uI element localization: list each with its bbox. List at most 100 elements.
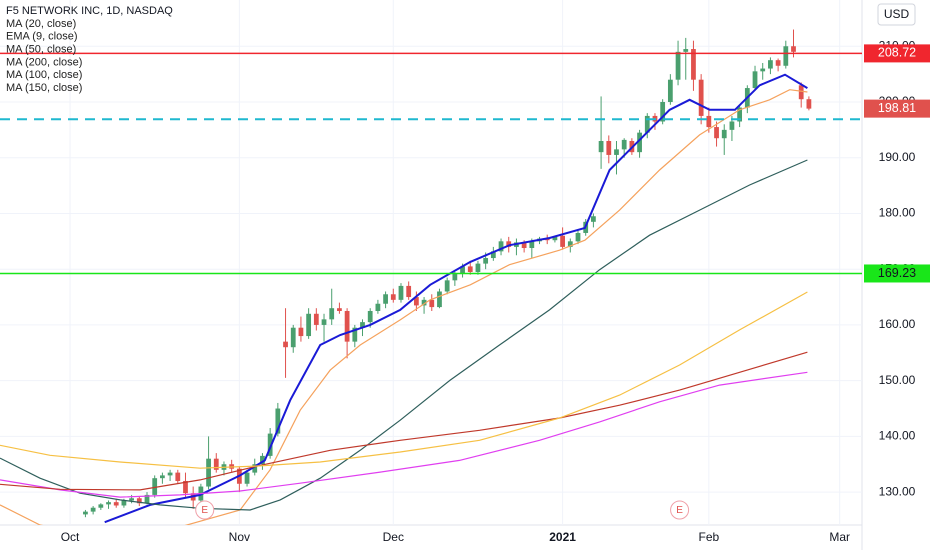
candle-body	[121, 500, 127, 506]
candle-body	[129, 498, 134, 501]
legend-entry: MA (200, close)	[6, 56, 82, 68]
candle-body	[552, 236, 558, 241]
candle-body	[806, 99, 812, 109]
candle-body	[714, 127, 719, 139]
candle-body	[406, 285, 412, 298]
candle-body	[706, 115, 712, 128]
candle-body	[490, 251, 496, 259]
x-tick-label: Feb	[698, 530, 719, 544]
candle-body	[575, 232, 581, 242]
candle-body	[667, 79, 673, 102]
candle-body	[344, 310, 350, 342]
candle-body	[244, 472, 250, 484]
x-tick-label: Dec	[383, 530, 404, 544]
candle-body	[598, 141, 604, 153]
level-label: 208.72	[878, 46, 916, 60]
chart-title: F5 NETWORK INC, 1D, NASDAQ	[6, 5, 173, 17]
candle-body	[213, 458, 219, 470]
candle-body	[83, 511, 88, 515]
candle-body	[483, 258, 489, 264]
candle-body	[90, 507, 96, 512]
candle-body	[783, 46, 789, 66]
candle-body	[352, 327, 358, 342]
candle-body	[98, 504, 104, 508]
moving-average-line	[0, 291, 808, 469]
candle-body	[729, 121, 735, 130]
candle-body	[621, 139, 627, 150]
candle-body	[567, 241, 573, 247]
level-label-box	[864, 44, 930, 63]
moving-average-line	[104, 73, 808, 524]
candle-body	[798, 85, 804, 100]
candle-body	[768, 60, 773, 69]
candle-body	[313, 313, 319, 325]
level-label: 169.23	[878, 266, 916, 280]
candle-body	[106, 502, 111, 505]
moving-average-line	[0, 89, 808, 525]
candle-body	[306, 313, 312, 337]
currency-label[interactable]: USD	[884, 7, 910, 21]
candle-body	[506, 241, 512, 247]
candle-body	[760, 68, 766, 72]
candle-body	[591, 216, 596, 222]
candle-body	[337, 308, 342, 311]
candle-body	[775, 60, 781, 66]
candle-body	[698, 79, 704, 116]
moving-average-line	[0, 159, 808, 511]
legend-entry: MA (20, close)	[6, 18, 76, 30]
earnings-marker[interactable]	[195, 500, 215, 520]
candle-body	[413, 297, 419, 306]
candle-body	[498, 241, 504, 252]
y-tick-label: 180.00	[879, 206, 916, 220]
candle-body	[660, 101, 666, 122]
y-tick-label: 150.00	[879, 373, 916, 387]
earnings-label: E	[201, 505, 208, 516]
price-axis: 130.00140.00150.00160.00170.00180.00190.…	[864, 38, 930, 498]
x-tick-label: Mar	[829, 530, 850, 544]
candle-body	[290, 327, 296, 348]
legend-entry: MA (50, close)	[6, 44, 76, 56]
y-tick-label: 190.00	[879, 150, 916, 164]
candle-body	[160, 475, 165, 479]
legend-entry: EMA (9, close)	[6, 31, 78, 43]
candle-body	[606, 141, 612, 155]
legend: F5 NETWORK INC, 1D, NASDAQ MA (20, close…	[6, 5, 173, 94]
candle-body	[252, 464, 258, 473]
moving-average-line	[0, 371, 808, 498]
currency-button[interactable]	[877, 3, 916, 26]
candle-body	[691, 49, 696, 80]
candle-body	[444, 280, 450, 292]
candle-body	[460, 266, 465, 274]
candle-body	[675, 51, 681, 80]
candle-body	[329, 308, 335, 320]
candle-body	[390, 294, 396, 300]
x-tick-label: Oct	[61, 530, 80, 544]
candle-body	[644, 115, 650, 133]
candle-body	[367, 310, 373, 323]
candle-body	[467, 266, 473, 272]
candle-body	[183, 480, 188, 494]
candle-body	[275, 408, 281, 434]
candle-body	[375, 303, 381, 311]
candle-body	[529, 241, 535, 249]
candle-body	[383, 294, 388, 304]
candle-body	[752, 71, 758, 89]
legend-entry: MA (100, close)	[6, 69, 82, 81]
last-price-label: 198.81	[878, 101, 916, 115]
candle-body	[113, 502, 119, 506]
candle-body	[421, 299, 427, 306]
candle-body	[167, 472, 173, 476]
candle-body	[429, 299, 435, 308]
candle-body	[321, 319, 327, 325]
candle-body	[614, 149, 619, 155]
candle-body	[452, 273, 458, 281]
earnings-marker[interactable]	[670, 500, 690, 520]
candle-body	[475, 263, 481, 272]
candle-body	[521, 242, 527, 249]
candle-body	[175, 472, 181, 481]
earnings-label: E	[676, 505, 683, 516]
candle-body	[152, 478, 158, 495]
candle-body	[298, 327, 304, 337]
